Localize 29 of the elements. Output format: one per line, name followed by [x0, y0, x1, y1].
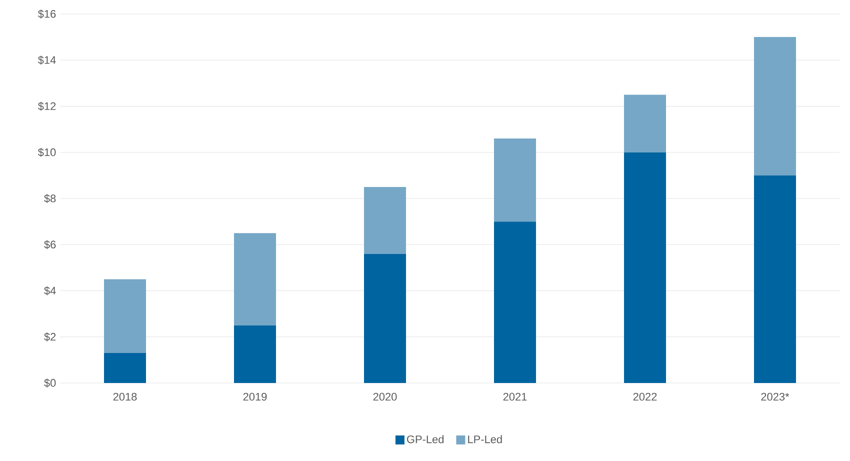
y-tick-label: $8	[44, 194, 56, 203]
y-tick-label: $12	[38, 102, 56, 111]
legend-label: GP-Led	[407, 435, 444, 444]
y-tick-label: $10	[38, 148, 56, 157]
bar	[624, 94, 666, 152]
bar	[624, 152, 666, 383]
bar	[754, 37, 796, 176]
y-tick-label: $6	[44, 240, 56, 250]
y-tick-label: $4	[44, 286, 56, 296]
bar	[494, 222, 536, 383]
y-tick-label: $0	[44, 378, 56, 388]
bar	[234, 325, 276, 383]
bar	[364, 186, 406, 254]
bar	[494, 138, 536, 222]
bar	[234, 233, 276, 326]
x-tick-label: 2022	[633, 392, 657, 401]
bar	[104, 353, 146, 383]
y-tick-label: $14	[38, 56, 56, 65]
bar	[364, 254, 406, 383]
x-tick-label: 2023*	[761, 392, 790, 401]
y-tick-label: $2	[44, 332, 56, 342]
x-tick-label: 2021	[503, 392, 527, 401]
y-tick-label: $16	[38, 10, 56, 18]
bar	[754, 175, 796, 383]
x-tick-label: 2019	[243, 392, 267, 401]
x-tick-label: 2018	[113, 392, 137, 401]
x-tick-label: 2020	[373, 392, 397, 401]
legend-label: LP-Led	[468, 435, 502, 444]
bar	[104, 279, 146, 354]
